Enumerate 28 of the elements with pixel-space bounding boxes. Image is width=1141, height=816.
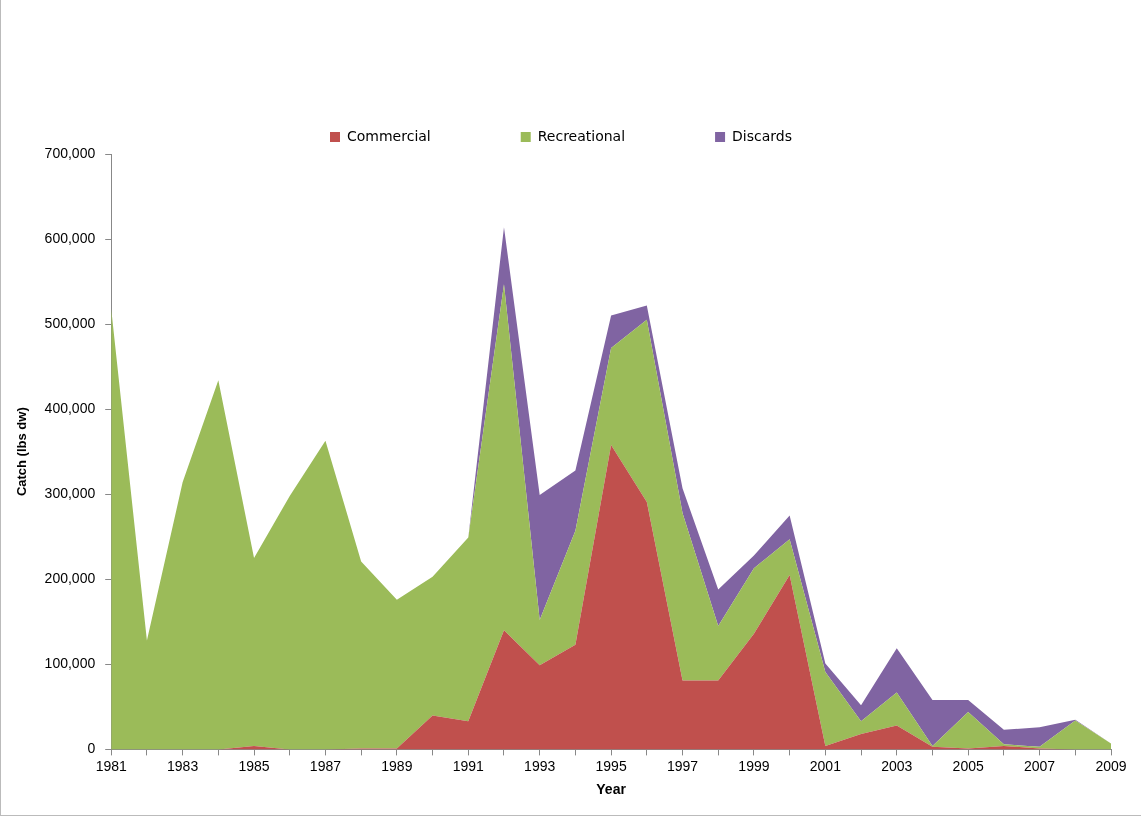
- x-tick-label: 1997: [666, 757, 699, 774]
- y-tick-label: 300,000: [44, 485, 96, 502]
- x-tick-label: 2007: [1024, 757, 1056, 774]
- y-tick-label: 500,000: [44, 314, 96, 331]
- x-tick-label: 1985: [238, 757, 270, 774]
- x-axis-title: Year: [596, 781, 627, 798]
- y-axis-title: Catch (lbs dw): [14, 407, 30, 497]
- y-tick-label: 600,000: [44, 229, 96, 246]
- legend-label: Commercial: [347, 127, 431, 144]
- x-tick-label: 1993: [524, 757, 556, 774]
- x-tick-label: 2005: [952, 757, 984, 774]
- legend-label: Discards: [732, 127, 793, 144]
- x-tick-label: 1991: [452, 757, 485, 774]
- x-tick-label: 1981: [95, 757, 127, 774]
- y-tick-label: 0: [87, 740, 96, 757]
- x-tick-label: 2009: [1095, 757, 1127, 774]
- y-tick-label: 700,000: [44, 144, 96, 161]
- legend-label: Recreational: [537, 127, 626, 144]
- x-tick-label: 2001: [809, 757, 842, 774]
- x-tick-label: 1983: [167, 757, 199, 774]
- x-tick-label: 1999: [738, 757, 770, 774]
- y-tick-label: 400,000: [44, 400, 96, 417]
- y-tick-label: 100,000: [44, 655, 96, 672]
- x-tick-label: 1989: [381, 757, 413, 774]
- x-tick-label: 2003: [881, 757, 913, 774]
- x-tick-label: 1987: [309, 757, 342, 774]
- x-tick-label: 1995: [595, 757, 627, 774]
- y-tick-label: 200,000: [44, 570, 96, 587]
